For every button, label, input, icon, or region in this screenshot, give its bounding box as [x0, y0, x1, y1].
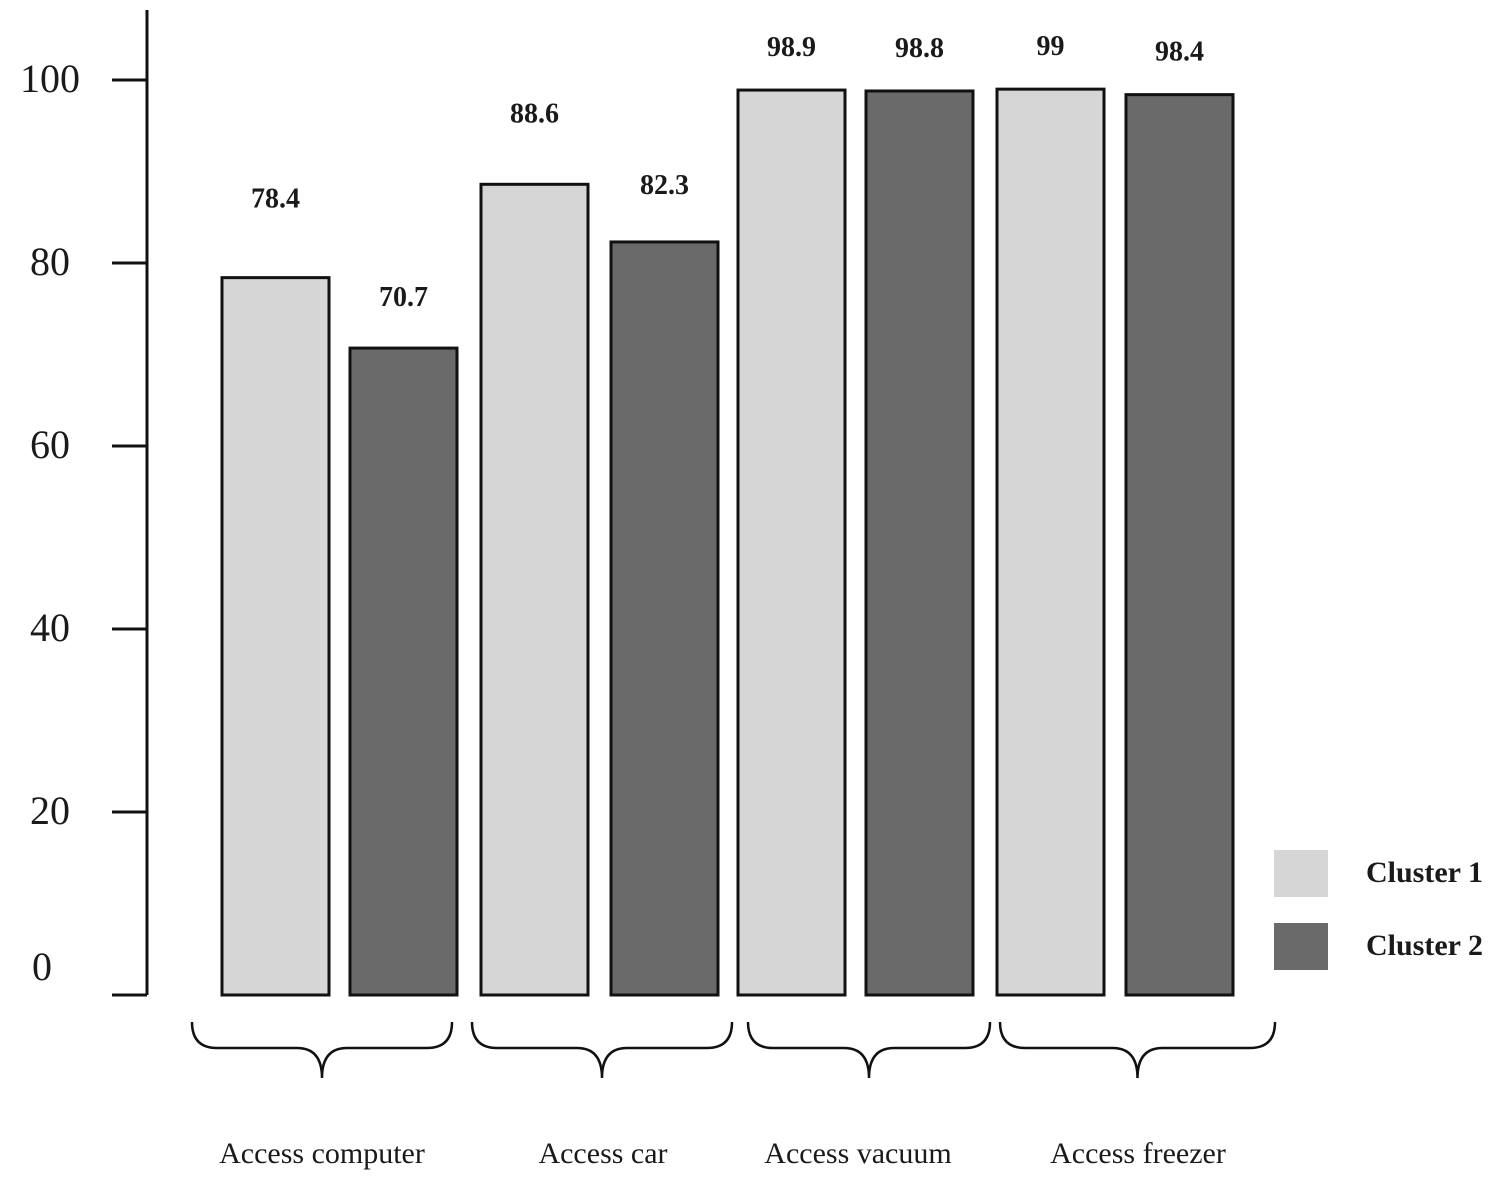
- brace-access-freezer: [998, 1021, 1277, 1079]
- legend-swatch-cluster-2: [1274, 923, 1328, 970]
- brace-access-computer: [190, 1021, 454, 1079]
- category-label-access-computer: Access computer: [219, 1137, 425, 1170]
- category-label-access-vacuum: Access vacuum: [764, 1137, 951, 1170]
- category-label-access-car: Access car: [538, 1137, 667, 1170]
- y-tick-label: 20: [30, 788, 70, 833]
- bar-cluster-1-access-freezer: [995, 87, 1106, 997]
- bar-cluster-2-access-vacuum: [864, 89, 975, 997]
- data-label-cluster-2-access-car: 82.3: [640, 170, 689, 201]
- y-axis: 0 20 40 60 80 100: [20, 10, 149, 997]
- category-braces: [190, 1021, 1277, 1079]
- data-labels: 78.4 88.6 98.9 99 70.7 82.3 98.8 98.4: [251, 31, 1204, 313]
- y-tick-label: 80: [30, 239, 70, 284]
- data-label-cluster-1-access-vacuum: 98.9: [767, 32, 816, 63]
- data-label-cluster-1-access-computer: 78.4: [251, 184, 300, 215]
- brace-access-vacuum: [746, 1021, 992, 1079]
- brace-access-car: [470, 1021, 734, 1079]
- data-label-cluster-2-access-vacuum: 98.8: [895, 33, 944, 64]
- bar-cluster-1-access-car: [479, 182, 590, 997]
- bar-cluster-2-access-car: [609, 240, 720, 997]
- y-tick-label: 0: [32, 944, 52, 989]
- data-label-cluster-1-access-freezer: 99: [1037, 31, 1065, 62]
- y-tick-label: 40: [30, 605, 70, 650]
- category-label-access-freezer: Access freezer: [1050, 1137, 1226, 1170]
- legend: Cluster 1 Cluster 2: [1274, 850, 1483, 970]
- data-label-cluster-1-access-car: 88.6: [510, 98, 559, 129]
- data-label-cluster-2-access-computer: 70.7: [379, 282, 428, 313]
- bar-cluster-2-access-computer: [348, 346, 459, 997]
- y-tick-label: 60: [30, 422, 70, 467]
- category-labels: Access computer Access car Access vacuum Ac…: [219, 1137, 1226, 1170]
- legend-swatch-cluster-1: [1274, 850, 1328, 897]
- legend-label-cluster-1: Cluster 1: [1366, 856, 1483, 889]
- bar-cluster-1-access-computer: [220, 276, 331, 997]
- data-label-cluster-2-access-freezer: 98.4: [1155, 37, 1204, 68]
- y-tick-label: 100: [20, 56, 80, 101]
- bar-cluster-2-access-freezer: [1124, 93, 1235, 997]
- bar-cluster-1-access-vacuum: [736, 88, 847, 997]
- legend-label-cluster-2: Cluster 2: [1366, 929, 1483, 962]
- bars: [220, 87, 1235, 997]
